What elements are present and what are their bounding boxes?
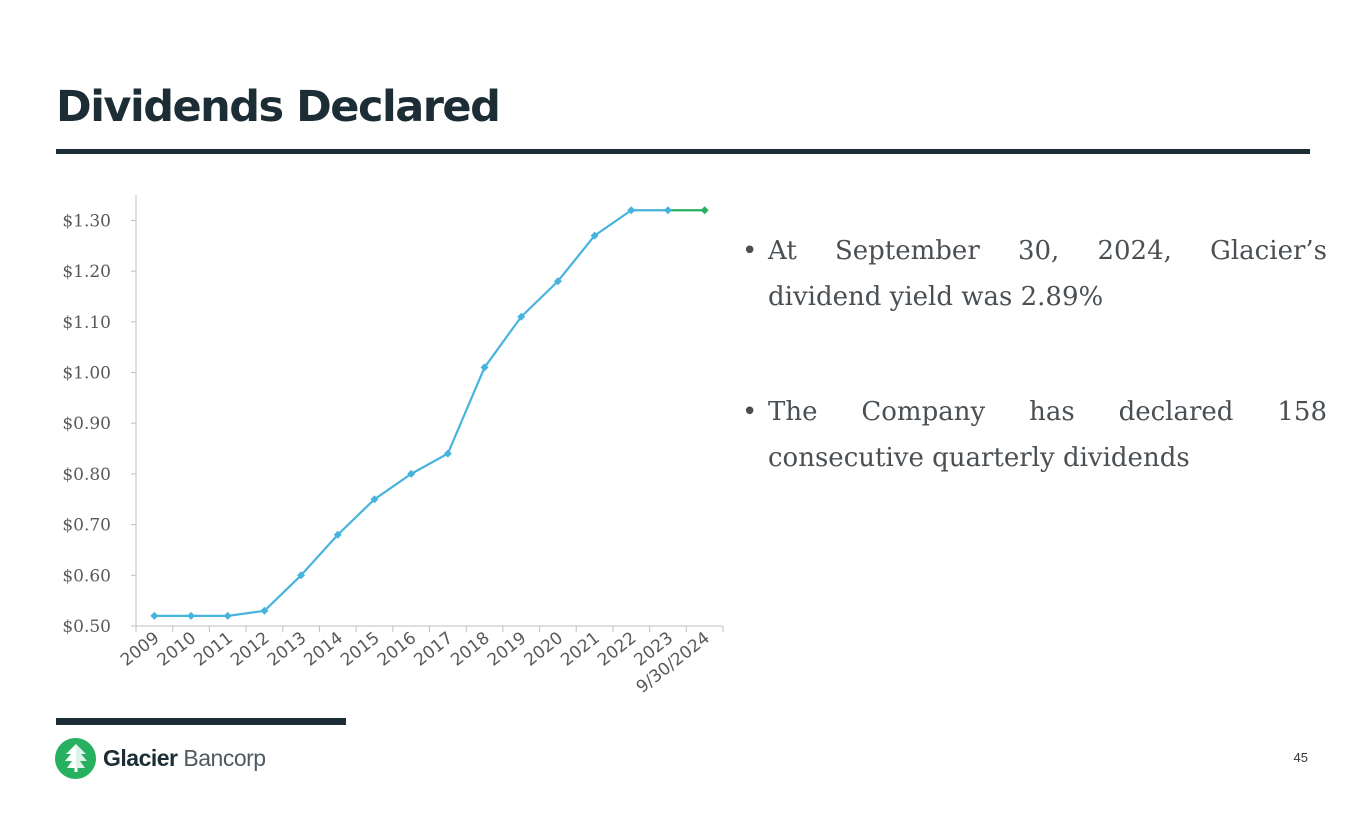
y-tick-label: $1.00 <box>62 364 111 384</box>
x-tick-label: 2020 <box>521 628 567 670</box>
bullet-consecutive-dividends: • The Company has declared 158 consecuti… <box>742 389 1327 481</box>
chart-axes <box>131 195 724 632</box>
x-tick-label: 2009 <box>117 628 163 670</box>
y-tick-label: $1.30 <box>62 211 111 231</box>
glacier-bancorp-logo: Glacier Bancorp <box>55 737 266 779</box>
x-tick-label: 2015 <box>337 628 383 670</box>
chart-series <box>154 209 705 617</box>
data-point-marker <box>150 611 159 620</box>
x-tick-label: 2010 <box>154 628 200 670</box>
y-axis-tick-labels: $0.50 $0.60 $0.70 $0.80 $0.90 $1.00 $1.10 $1.20… <box>62 211 111 637</box>
data-point-marker <box>517 312 526 321</box>
x-tick-label: 2012 <box>227 628 273 670</box>
x-tick-label: 2021 <box>557 628 603 670</box>
slide-title: Dividends Declared <box>56 82 501 132</box>
data-point-marker <box>223 611 232 620</box>
data-point-marker <box>187 611 196 620</box>
x-tick-label: 2011 <box>190 628 236 670</box>
bullet-marker: • <box>742 397 758 427</box>
x-axis-tick-labels: 2009201020112012201320142015201620172018… <box>117 628 714 697</box>
bullet-dividend-yield: • At September 30, 2024, Glacier’s divid… <box>742 228 1327 320</box>
data-point-marker <box>627 206 636 215</box>
y-tick-label: $0.70 <box>62 516 111 536</box>
x-tick-label: 2013 <box>264 628 310 670</box>
bullet-text: At September 30, 2024, Glacier’s dividen… <box>768 236 1327 312</box>
page-number: 45 <box>1293 750 1308 765</box>
data-point-marker <box>370 495 379 504</box>
data-point-marker <box>333 530 342 539</box>
y-tick-label: $0.50 <box>62 617 111 637</box>
logo-name-light: Bancorp <box>177 744 266 771</box>
y-tick-label: $1.20 <box>62 262 111 282</box>
logo-wordmark: Glacier Bancorp <box>103 745 266 772</box>
x-tick-label: 2022 <box>594 628 640 670</box>
title-divider <box>56 149 1310 154</box>
data-point-marker <box>260 606 269 615</box>
bullet-text: The Company has declared 158 consecutive… <box>768 397 1327 473</box>
y-tick-label: $0.90 <box>62 414 111 434</box>
footer-accent-bar <box>56 718 346 725</box>
x-tick-label: 2017 <box>411 628 457 670</box>
x-tick-label: 2014 <box>300 628 346 670</box>
data-point-marker <box>590 231 599 240</box>
data-point-marker <box>553 277 562 286</box>
data-point-marker <box>663 206 672 215</box>
y-tick-label: $0.60 <box>62 566 111 586</box>
x-tick-label: 2019 <box>484 628 530 670</box>
data-point-marker <box>480 363 489 372</box>
data-point-marker <box>407 469 416 478</box>
key-points-list: • At September 30, 2024, Glacier’s divid… <box>742 228 1327 481</box>
data-point-marker <box>443 449 452 458</box>
chart-markers <box>150 206 709 620</box>
y-tick-label: $0.80 <box>62 465 111 485</box>
data-point-marker <box>700 206 709 215</box>
y-tick-label: $1.10 <box>62 313 111 333</box>
bullet-marker: • <box>742 236 758 266</box>
x-tick-label: 2018 <box>447 628 493 670</box>
x-tick-label: 2016 <box>374 628 420 670</box>
logo-name-strong: Glacier <box>103 744 178 771</box>
dividend-series-line <box>154 209 668 617</box>
glacier-tree-icon <box>55 737 96 779</box>
data-point-marker <box>297 571 306 580</box>
